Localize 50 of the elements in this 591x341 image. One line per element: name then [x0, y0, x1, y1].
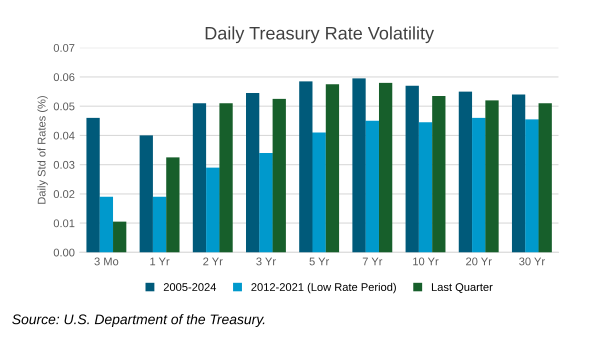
- x-tick-label: 7 Yr: [362, 258, 382, 266]
- chart-title: Daily Treasury Rate Volatility: [206, 26, 434, 44]
- bar: [366, 120, 379, 252]
- legend-label: 2005-2024: [164, 283, 216, 292]
- x-tick-label: 10 Yr: [413, 257, 439, 266]
- bar: [192, 103, 206, 252]
- bar: [100, 196, 114, 252]
- bar: [418, 122, 432, 252]
- bar: [525, 119, 539, 252]
- bar: [219, 103, 233, 252]
- bar: [86, 118, 100, 252]
- bar: [272, 98, 286, 252]
- x-tick-label: 3 Yr: [256, 257, 276, 266]
- source-note: Source: U.S. Department of the Treasury.: [12, 314, 264, 328]
- bar: [458, 92, 472, 252]
- bar: [432, 96, 446, 252]
- y-tick-label: 0.00: [54, 248, 74, 256]
- bar: [312, 132, 326, 252]
- bar: [166, 157, 180, 252]
- bar: [299, 81, 312, 252]
- x-tick-label: 3 Mo: [94, 257, 118, 266]
- bar: [378, 82, 392, 252]
- x-tick-label: 20 Yr: [466, 257, 492, 266]
- legend-label: 2012-2021 (Low Rate Period): [251, 282, 396, 294]
- bar: [538, 103, 552, 252]
- bar: [206, 168, 220, 252]
- bar: [512, 94, 526, 252]
- y-tick-label: 0.05: [54, 102, 74, 110]
- legend-label: Last Quarter: [432, 283, 493, 294]
- bar: [259, 152, 273, 252]
- bar: [113, 222, 126, 252]
- bar: [406, 86, 419, 252]
- y-tick-label: 0.06: [54, 73, 74, 82]
- y-tick-label: 0.01: [54, 219, 74, 228]
- bar: [152, 196, 166, 252]
- y-tick-label: 0.04: [54, 132, 75, 140]
- bar: [246, 93, 260, 252]
- y-tick-label: 0.07: [54, 44, 74, 52]
- x-tick-label: 30 Yr: [519, 257, 545, 266]
- bar: [485, 100, 499, 252]
- bar: [472, 118, 486, 252]
- bar: [140, 135, 153, 252]
- x-tick-label: 5 Yr: [309, 258, 330, 266]
- x-tick-label: 2 Yr: [203, 257, 223, 266]
- bar: [352, 78, 366, 252]
- y-tick-label: 0.02: [54, 190, 74, 198]
- bar: [326, 84, 340, 252]
- y-axis-title: Daily Std of Rates (%): [37, 96, 48, 204]
- x-tick-label: 1 Yr: [150, 258, 170, 266]
- y-tick-label: 0.03: [54, 160, 74, 169]
